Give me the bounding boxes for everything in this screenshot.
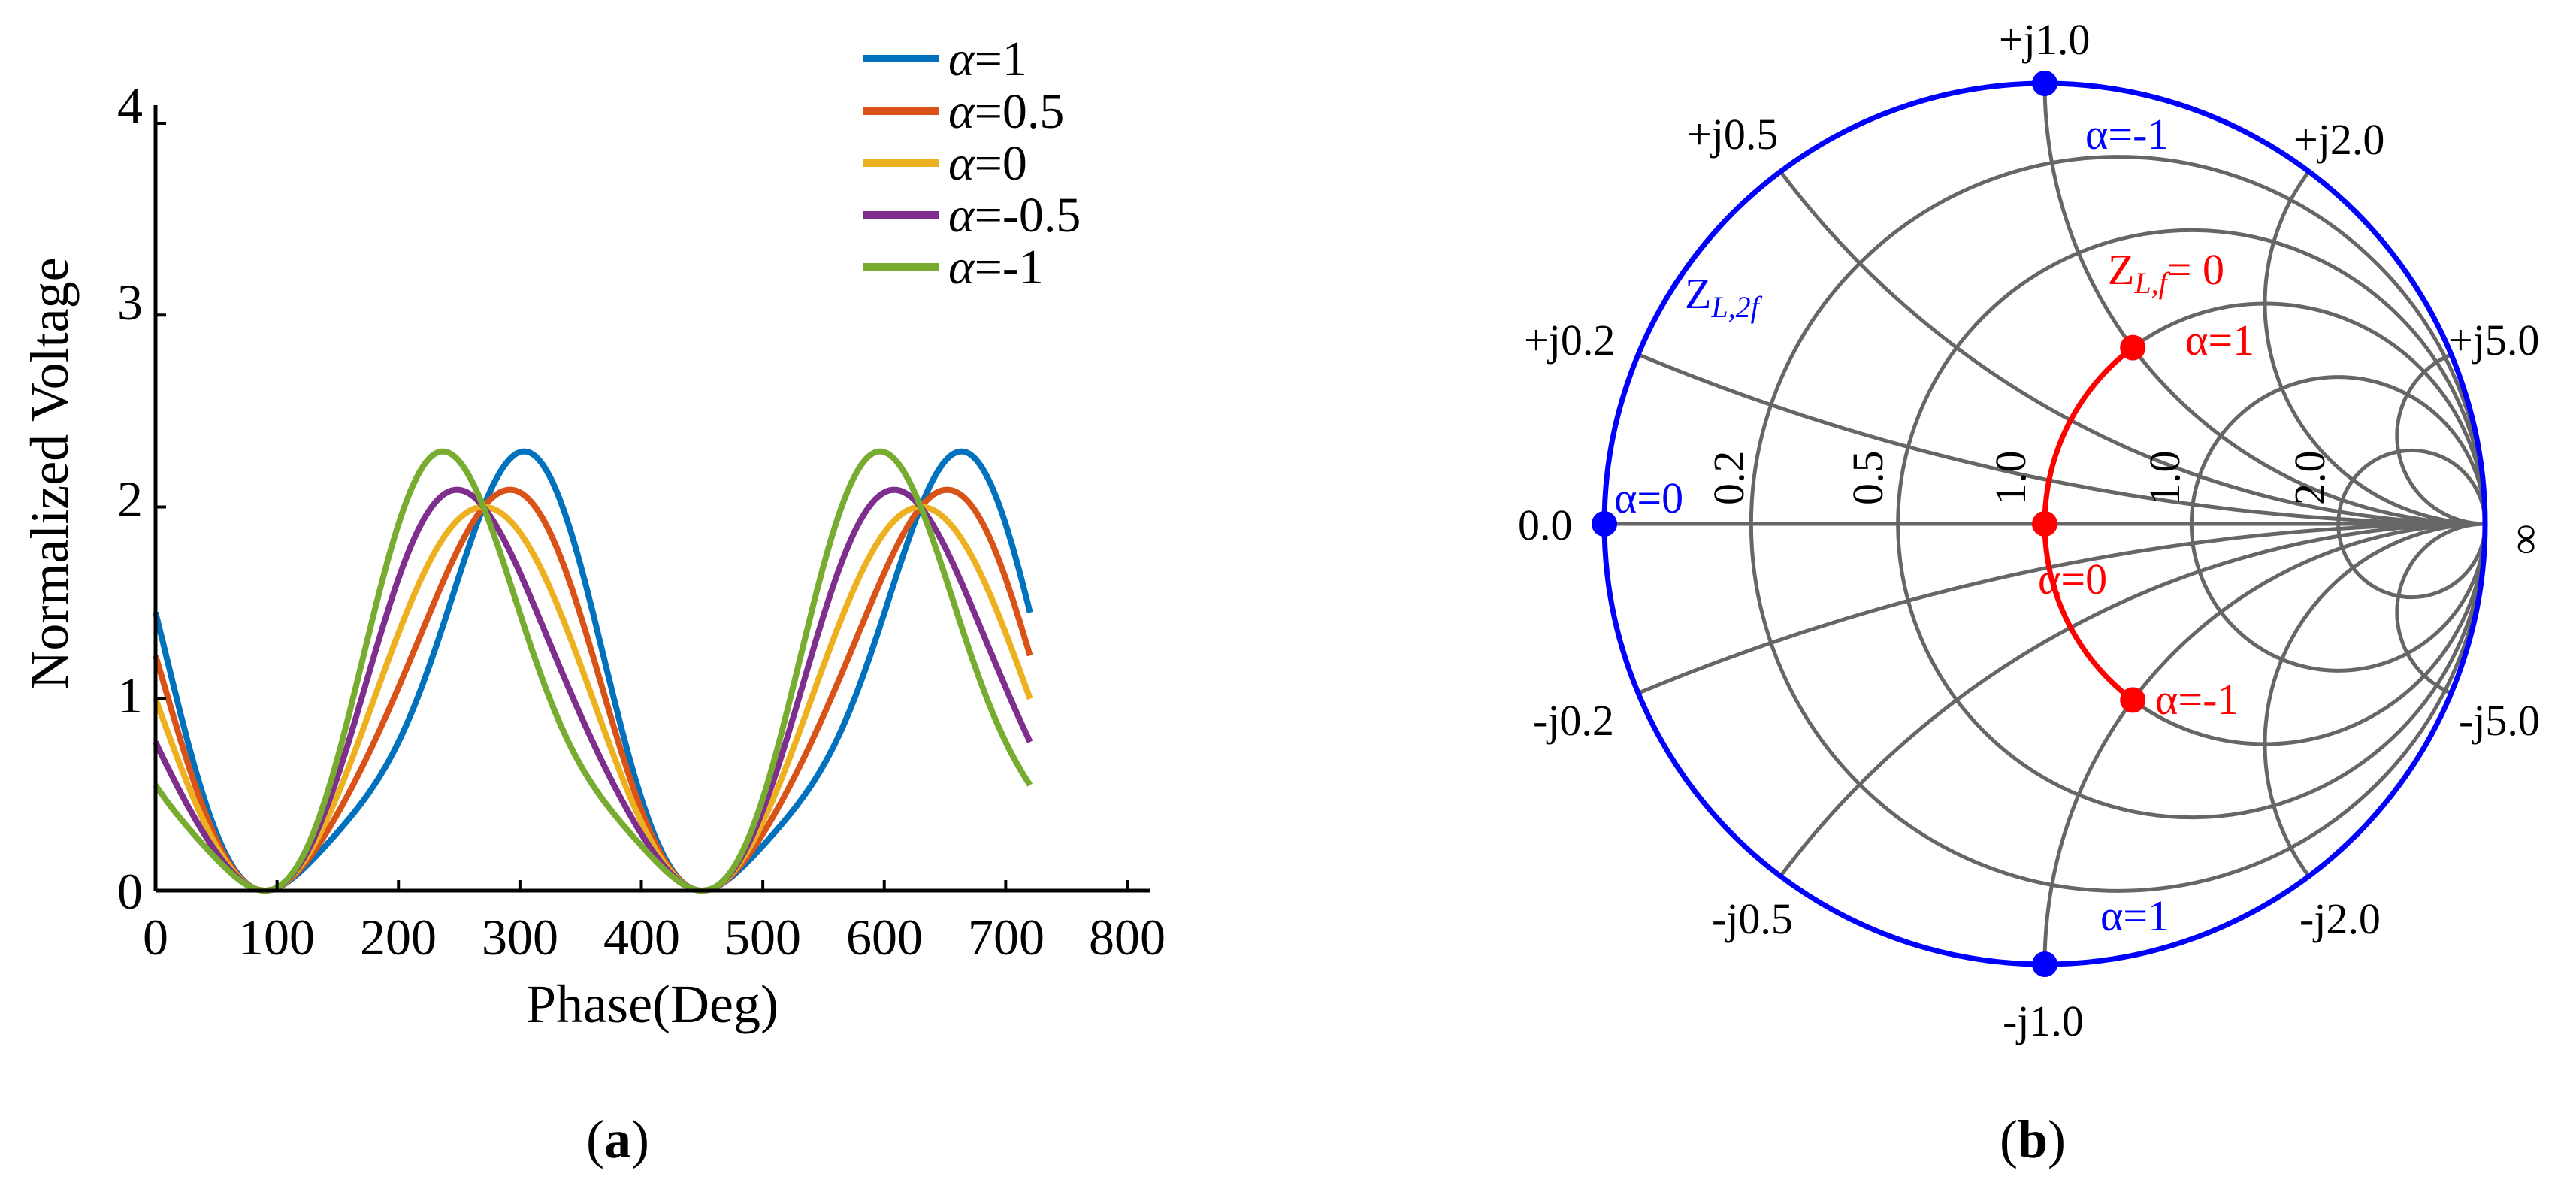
x-tick-label: 400 <box>603 909 680 966</box>
red-marker <box>2120 334 2146 361</box>
y-tick-label: 0 <box>117 863 143 920</box>
voltage-series-lines <box>153 448 1033 894</box>
reactance-label: -j0.2 <box>1533 696 1614 745</box>
x-axis-label: Phase(Deg) <box>526 974 779 1034</box>
resistance-label: 0.2 <box>1704 451 1753 506</box>
zlf-label: ZL,f= 0 <box>2108 245 2224 300</box>
red-marker-label: α=0 <box>2038 555 2107 604</box>
y-tick-label: 1 <box>117 667 143 724</box>
smith-chart: 0.2 0.5 1.0 1.0 2.0 +j0.2 +j0.5 +j1.0 +j… <box>1518 15 2553 1169</box>
red-marker-label: α=1 <box>2185 316 2254 365</box>
red-marker <box>2032 511 2057 537</box>
legend-label: α=0 <box>948 136 1027 191</box>
series-line <box>153 448 1033 894</box>
x-tick-label: 600 <box>846 909 923 966</box>
resistance-label: 1.0 <box>2140 451 2189 506</box>
panel-label-b: (b) <box>2000 1109 2066 1169</box>
y-axis-label: Normalized Voltage <box>20 257 80 689</box>
x-tick-label: 100 <box>238 909 315 966</box>
reactance-label: +j2.0 <box>2293 115 2384 164</box>
x-tick-label: 700 <box>968 909 1045 966</box>
x-tick-label: 0 <box>143 909 168 966</box>
voltage-chart: 0 1 2 3 4 0 100 200 300 400 500 600 700 … <box>20 32 1166 1169</box>
reactance-label: -j0.5 <box>1712 894 1793 943</box>
edge-label-infinity: ∞ <box>2504 524 2553 555</box>
edge-label-zero: 0.0 <box>1518 501 1573 549</box>
reactance-label: +j5.0 <box>2448 316 2539 365</box>
reactance-label: +j1.0 <box>1999 15 2090 64</box>
y-tick-label: 2 <box>117 470 143 528</box>
blue-marker <box>1592 511 1617 537</box>
blue-marker-label: α=1 <box>2100 891 2169 940</box>
x-tick-label: 800 <box>1089 909 1166 966</box>
resistance-label: 2.0 <box>2285 451 2334 506</box>
blue-marker <box>2032 951 2057 977</box>
reactance-label: -j1.0 <box>2003 997 2084 1045</box>
y-tick-label: 3 <box>117 274 143 331</box>
zl2f-label: ZL,2f <box>1685 269 1763 324</box>
legend-label: α=1 <box>948 32 1027 86</box>
reactance-label: +j0.5 <box>1687 110 1778 159</box>
resistance-label: 1.0 <box>1986 451 2035 506</box>
reactance-label: +j0.2 <box>1524 316 1615 365</box>
reactance-label: -j2.0 <box>2299 894 2381 943</box>
blue-marker-label: α=-1 <box>2085 110 2169 159</box>
resistance-label: 0.5 <box>1843 451 1892 506</box>
red-marker <box>2120 687 2146 713</box>
red-marker-label: α=-1 <box>2155 675 2239 724</box>
axis-ticks <box>154 122 1129 892</box>
y-tick-label: 4 <box>117 77 143 135</box>
x-tick-label: 200 <box>360 909 437 966</box>
legend: α=1 α=0.5 α=0 α=-0.5 α=-1 <box>863 32 1081 295</box>
panel-label-a: (a) <box>586 1109 649 1169</box>
smith-markers <box>1592 71 2146 977</box>
blue-marker <box>2032 71 2057 96</box>
legend-label: α=0.5 <box>948 84 1064 139</box>
reactance-arc <box>2395 522 2484 695</box>
legend-label: α=-0.5 <box>948 188 1081 243</box>
reactance-arc <box>2263 522 2484 879</box>
x-tick-label: 500 <box>724 909 801 966</box>
legend-label: α=-1 <box>948 240 1044 295</box>
x-tick-label: 300 <box>482 909 558 966</box>
reactance-label: -j5.0 <box>2459 696 2540 745</box>
blue-marker-label: α=0 <box>1614 473 1683 522</box>
